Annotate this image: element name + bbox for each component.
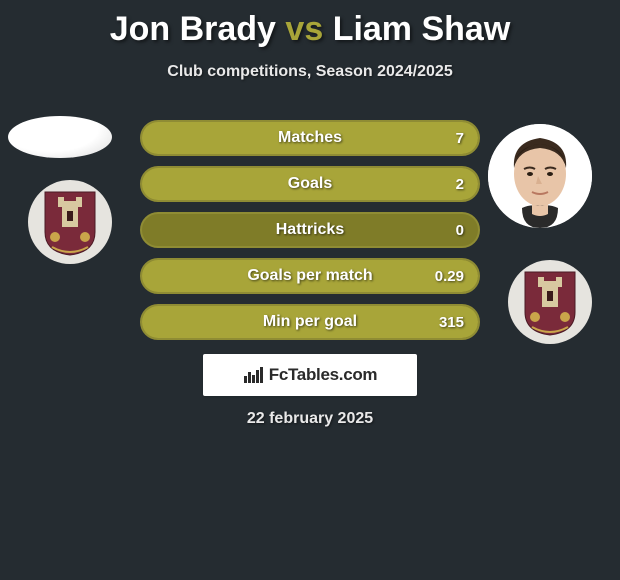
comparison-title: Jon Brady vs Liam Shaw <box>0 0 620 49</box>
stat-value-right: 0.29 <box>435 268 464 285</box>
stats-container: Matches 7 Goals 2 Hattricks 0 Goals per … <box>140 120 480 350</box>
stat-row-hattricks: Hattricks 0 <box>140 212 480 248</box>
fctables-logo-icon <box>243 366 265 384</box>
stat-value-right: 2 <box>456 176 464 193</box>
stat-label: Hattricks <box>276 221 344 239</box>
player2-club-crest <box>508 260 592 344</box>
stat-value-right: 0 <box>456 222 464 239</box>
stat-value-right: 315 <box>439 314 464 331</box>
player1-name: Jon Brady <box>110 10 276 48</box>
stat-label: Goals <box>288 175 332 193</box>
subtitle: Club competitions, Season 2024/2025 <box>0 63 620 81</box>
stat-label: Matches <box>278 129 342 147</box>
player2-name: Liam Shaw <box>333 10 511 48</box>
stat-label: Goals per match <box>247 267 372 285</box>
branding-box[interactable]: FcTables.com <box>203 354 417 396</box>
stat-row-matches: Matches 7 <box>140 120 480 156</box>
player1-club-crest <box>28 180 112 264</box>
date-text: 22 february 2025 <box>0 410 620 428</box>
player2-avatar <box>488 124 592 228</box>
stat-row-goals-per-match: Goals per match 0.29 <box>140 258 480 294</box>
vs-text: vs <box>285 10 323 48</box>
stat-row-goals: Goals 2 <box>140 166 480 202</box>
stat-label: Min per goal <box>263 313 357 331</box>
branding-text: FcTables.com <box>269 365 378 385</box>
player1-avatar-placeholder <box>8 116 112 158</box>
stat-row-min-per-goal: Min per goal 315 <box>140 304 480 340</box>
stat-value-right: 7 <box>456 130 464 147</box>
